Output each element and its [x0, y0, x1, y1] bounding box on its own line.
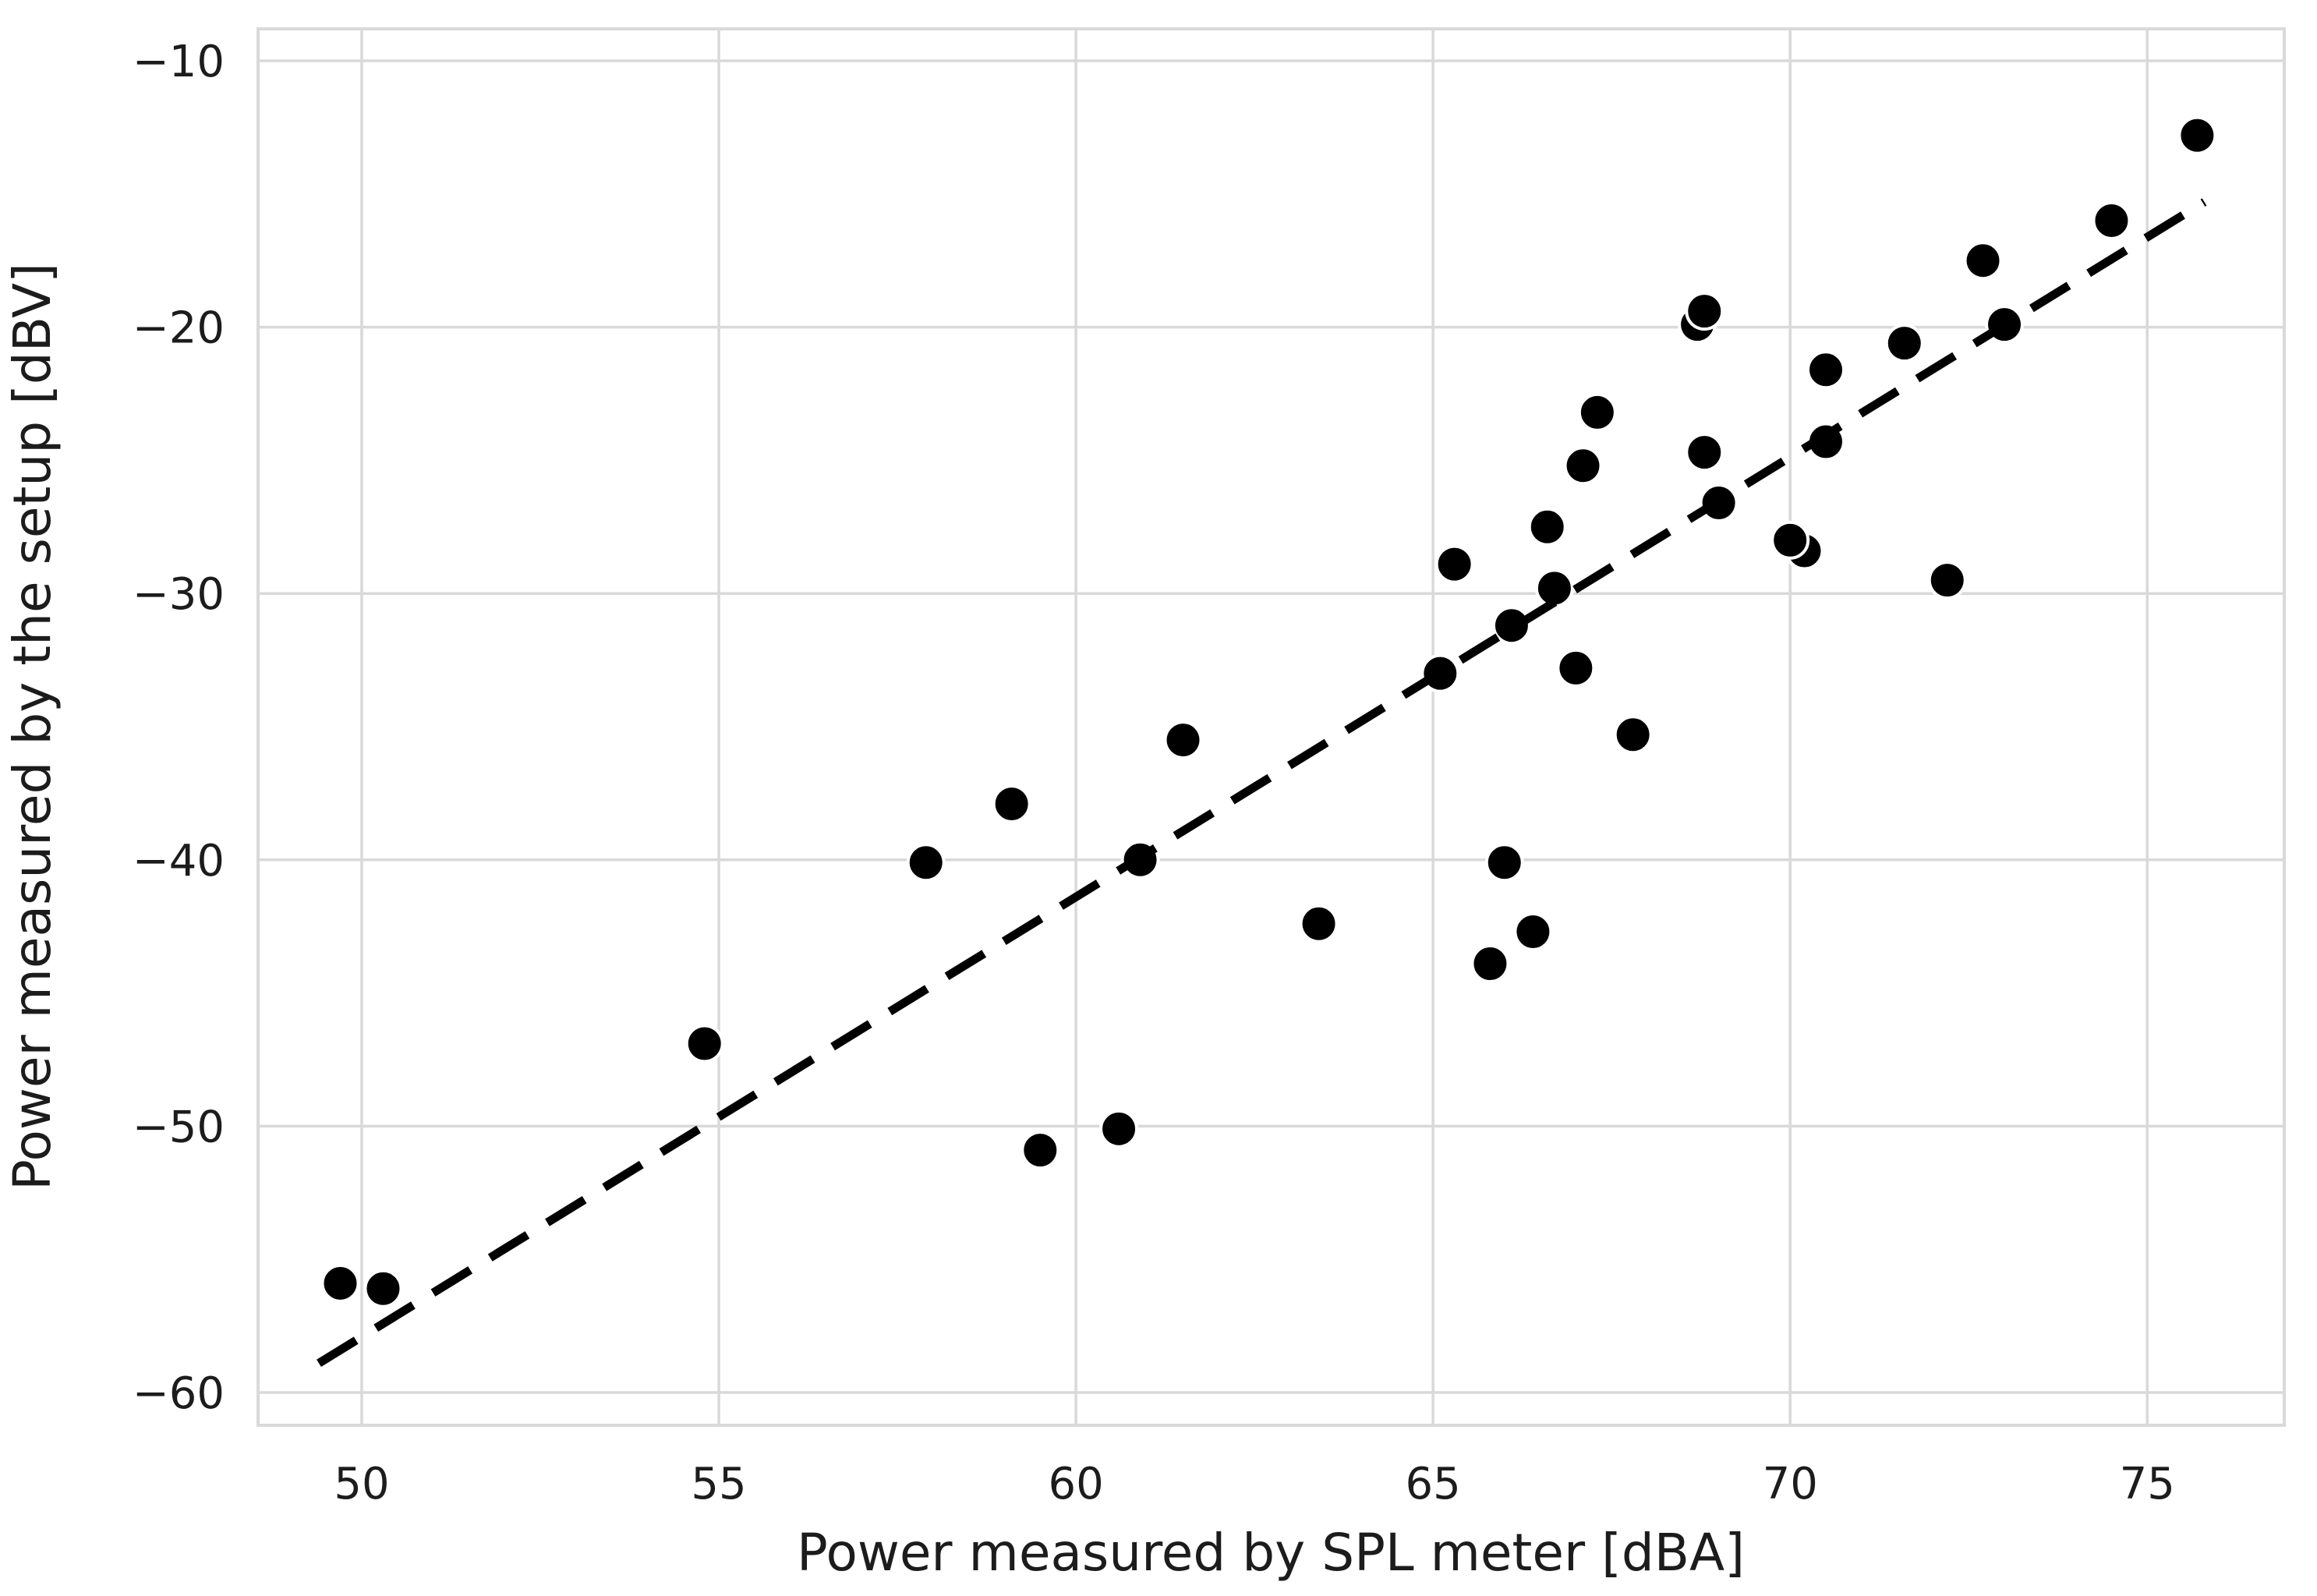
x-tick-label: 70 — [1763, 1459, 1818, 1509]
data-point — [1491, 606, 1531, 646]
data-point — [1613, 715, 1653, 755]
data-point — [992, 784, 1031, 824]
x-tick-label: 60 — [1048, 1459, 1103, 1509]
trend-line — [317, 198, 2207, 1368]
data-point — [1685, 292, 1724, 331]
x-axis-label: Power measured by SPL meter [dBA] — [797, 1523, 1745, 1583]
data-point — [2092, 200, 2131, 240]
data-point — [906, 843, 946, 883]
data-point — [684, 1024, 724, 1063]
y-tick-label: −40 — [133, 836, 225, 886]
plot-border-rect — [256, 27, 2286, 1427]
data-point — [1556, 648, 1596, 688]
data-point — [2177, 115, 2217, 155]
data-point — [363, 1269, 403, 1308]
y-tick-label: −50 — [133, 1102, 225, 1152]
data-point — [1434, 544, 1474, 584]
data-point — [1163, 720, 1203, 760]
x-tick-label: 75 — [2120, 1459, 2175, 1509]
tick-labels: 50 55 60 65 70 75 −10 −20 −30 −40 −50 −60 — [133, 37, 2175, 1509]
data-points — [320, 115, 2217, 1308]
data-point — [1806, 350, 1846, 390]
gridlines — [258, 29, 2284, 1425]
data-point — [1770, 520, 1810, 560]
data-point — [1513, 912, 1553, 952]
data-point — [1884, 324, 1924, 363]
plot-border — [256, 27, 2286, 1427]
x-tick-label: 65 — [1406, 1459, 1461, 1509]
trend-line-layer — [317, 198, 2207, 1368]
data-point — [1527, 507, 1567, 547]
data-point — [1470, 944, 1510, 984]
data-point — [320, 1263, 360, 1303]
y-tick-label: −60 — [133, 1368, 225, 1419]
data-point — [1021, 1131, 1060, 1170]
x-tick-label: 55 — [691, 1459, 746, 1509]
data-point — [1484, 843, 1524, 883]
y-axis-label: Power measured by the setup [dBV] — [2, 263, 62, 1191]
data-point — [1534, 568, 1574, 608]
data-point — [1299, 904, 1339, 943]
data-point — [1963, 241, 2003, 281]
y-tick-label: −20 — [133, 303, 225, 354]
data-point — [1927, 561, 1967, 600]
x-tick-label: 50 — [334, 1459, 389, 1509]
data-point — [1563, 446, 1603, 486]
data-point — [1577, 392, 1617, 432]
y-tick-label: −10 — [133, 37, 225, 87]
data-point — [1685, 433, 1724, 472]
y-tick-label: −30 — [133, 569, 225, 620]
data-point — [1099, 1109, 1139, 1148]
